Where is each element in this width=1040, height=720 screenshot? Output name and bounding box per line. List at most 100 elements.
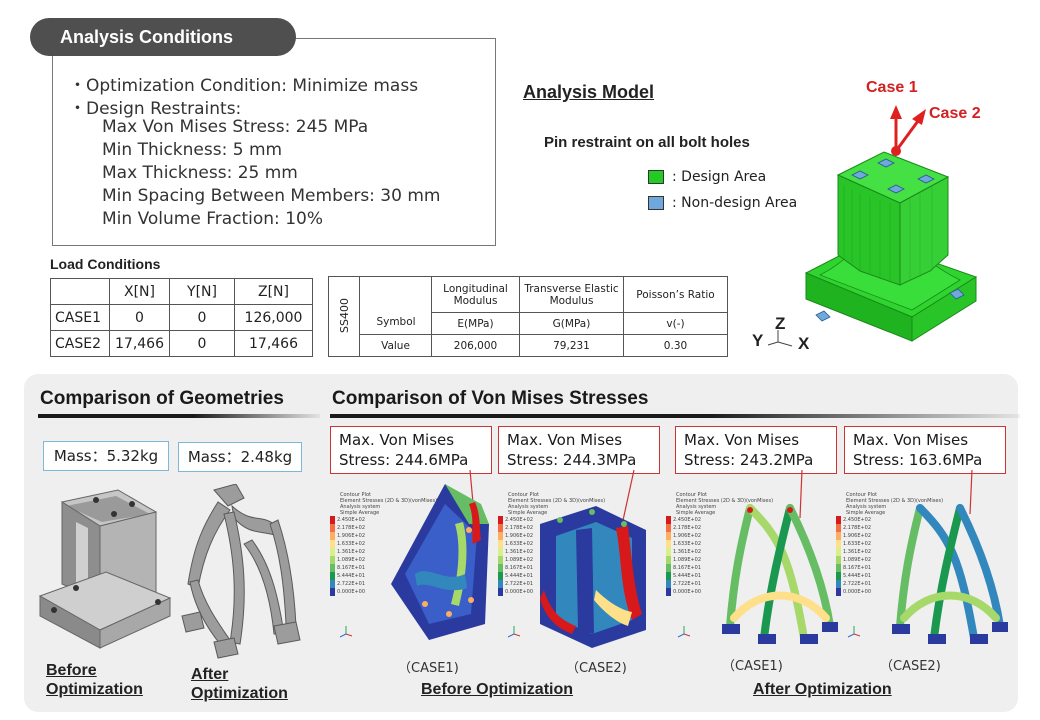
contour-level: 1.361E+02 — [330, 548, 365, 556]
axis-icon — [847, 626, 861, 638]
legend-non-design-area: : Non-design Area — [648, 195, 797, 211]
contour-level-label: 2.178E+02 — [843, 525, 872, 531]
contour-level-label: 1.361E+02 — [843, 549, 872, 555]
geometry-comparison-title: Comparison of Geometries — [40, 388, 284, 409]
contour-level-label: 1.633E+02 — [337, 541, 366, 547]
after-label-line-1: After — [191, 666, 229, 683]
condition-line: Min Volume Fraction: 10% — [102, 209, 323, 229]
axis-icon — [339, 626, 353, 638]
contour-level-label: 8.167E+01 — [673, 565, 702, 571]
contour-swatch — [330, 580, 335, 588]
axis-triad-icon — [767, 330, 793, 347]
contour-level: 5.444E+01 — [330, 572, 365, 580]
contour-level-label: 8.167E+01 — [843, 565, 872, 571]
load-conditions-title: Load Conditions — [50, 256, 161, 272]
condition-line: Max Thickness: 25 mm — [102, 163, 298, 183]
contour-level: 2.722E+01 — [836, 580, 871, 588]
contour-level-label: 2.450E+02 — [673, 517, 702, 523]
contour-level-label: 2.450E+02 — [337, 517, 366, 523]
contour-level-label: 8.167E+01 — [337, 565, 366, 571]
before-optimization-label: Before Optimization — [46, 661, 143, 699]
case1-label: Case 1 — [866, 79, 918, 96]
contour-header-line: Simple Average — [340, 510, 380, 516]
max-stress-line: Max. Von Mises — [853, 431, 969, 449]
axis-x-label: X — [798, 334, 810, 353]
table-cell: Z[N] — [234, 278, 313, 305]
contour-header-line: Contour Plot — [508, 492, 539, 498]
before-label-line-2: Optimization — [46, 681, 143, 698]
contour-level-label: 1.906E+02 — [673, 533, 702, 539]
contour-level: 8.167E+01 — [330, 564, 365, 572]
contour-level: 0.000E+00 — [498, 588, 533, 596]
contour-level-label: 5.444E+01 — [505, 573, 534, 579]
condition-line: Min Spacing Between Members: 30 mm — [102, 186, 441, 206]
contour-header-line: Analysis system — [340, 504, 381, 510]
contour-legend-1: Contour Plot Element Stresses (2D & 3D)(… — [340, 492, 437, 516]
contour-level: 8.167E+01 — [836, 564, 871, 572]
contour-scale: 2.450E+02 2.178E+02 1.906E+02 1.633E+02 1.36… — [330, 516, 365, 596]
contour-level-label: 1.906E+02 — [337, 533, 366, 539]
contour-level-label: 2.450E+02 — [843, 517, 872, 523]
max-stress-line: Max. Von Mises — [684, 431, 800, 449]
contour-scale: 2.450E+02 2.178E+02 1.906E+02 1.633E+02 1.36… — [836, 516, 871, 596]
max-stress-box-before-case2: Max. Von Mises Stress: 244.3MPa — [498, 426, 660, 474]
max-stress-value: Stress: 243.2MPa — [684, 451, 814, 469]
table-cell: Poisson’s Ratio — [623, 276, 728, 313]
contour-swatch — [666, 556, 671, 564]
case-caption: （CASE1) — [398, 661, 459, 676]
mass-before-box: Mass：5.32kg — [43, 441, 169, 471]
contour-level: 2.450E+02 — [666, 516, 701, 524]
table-cell: 79,231 — [519, 334, 624, 357]
contour-level: 5.444E+01 — [498, 572, 533, 580]
contour-swatch — [330, 540, 335, 548]
axis-y-label: Y — [752, 331, 764, 350]
material-name-cell: SS400 — [328, 276, 360, 357]
contour-header-line: Simple Average — [508, 510, 548, 516]
stress-after-case2-image — [892, 504, 1008, 644]
title-underline-bar — [330, 414, 1020, 418]
contour-header-line: Simple Average — [846, 510, 886, 516]
contour-header-line: Analysis system — [846, 504, 887, 510]
contour-swatch — [330, 524, 335, 532]
contour-swatch — [498, 556, 503, 564]
analysis-conditions-box: ・Optimization Condition: Minimize mass ・… — [52, 38, 496, 246]
axis-icon — [507, 626, 521, 638]
contour-level-label: 1.089E+02 — [843, 557, 872, 563]
table-cell: 0 — [169, 330, 235, 357]
contour-swatch — [836, 572, 841, 580]
contour-header-line: Contour Plot — [340, 492, 371, 498]
case2-label: Case 2 — [929, 105, 981, 122]
contour-legend-3: Contour Plot Element Stresses (2D & 3D)(… — [676, 492, 773, 516]
stress-comparison-title: Comparison of Von Mises Stresses — [332, 388, 649, 409]
table-cell: 17,466 — [109, 330, 170, 357]
contour-swatch — [330, 564, 335, 572]
legend-label: : Non-design Area — [672, 195, 798, 211]
legend-design-area: : Design Area — [648, 169, 766, 185]
table-cell: 0 — [169, 304, 235, 331]
before-optimization-stress-label: Before Optimization — [421, 681, 574, 698]
contour-level-label: 1.633E+02 — [843, 541, 872, 547]
contour-header-line: Element Stresses (2D & 3D)(vonMises) — [340, 498, 438, 504]
condition-line: Min Thickness: 5 mm — [102, 140, 283, 160]
before-label-line-1: Before — [46, 662, 97, 679]
contour-level: 5.444E+01 — [836, 572, 871, 580]
contour-level-label: 0.000E+00 — [673, 589, 702, 595]
contour-level: 2.450E+02 — [836, 516, 871, 524]
contour-level-label: 1.089E+02 — [673, 557, 702, 563]
stress-before-case1-image — [391, 484, 489, 640]
contour-level-label: 8.167E+01 — [505, 565, 534, 571]
table-cell: v(-) — [623, 312, 728, 335]
contour-level: 0.000E+00 — [836, 588, 871, 596]
contour-level-label: 0.000E+00 — [337, 589, 366, 595]
after-optimization-label: After Optimization — [191, 665, 288, 703]
material-table: SS400 Longitudinal Modulus Transverse El… — [328, 276, 728, 357]
max-stress-line: Max. Von Mises — [507, 431, 623, 449]
contour-level: 2.722E+01 — [498, 580, 533, 588]
contour-swatch — [498, 548, 503, 556]
max-stress-box-after-case2: Max. Von Mises Stress: 163.6MPa — [844, 426, 1006, 474]
contour-swatch — [836, 540, 841, 548]
contour-level-label: 2.722E+01 — [843, 581, 872, 587]
contour-swatch — [498, 516, 503, 524]
contour-level: 1.361E+02 — [498, 548, 533, 556]
analysis-conditions-header: Analysis Conditions — [30, 18, 296, 56]
